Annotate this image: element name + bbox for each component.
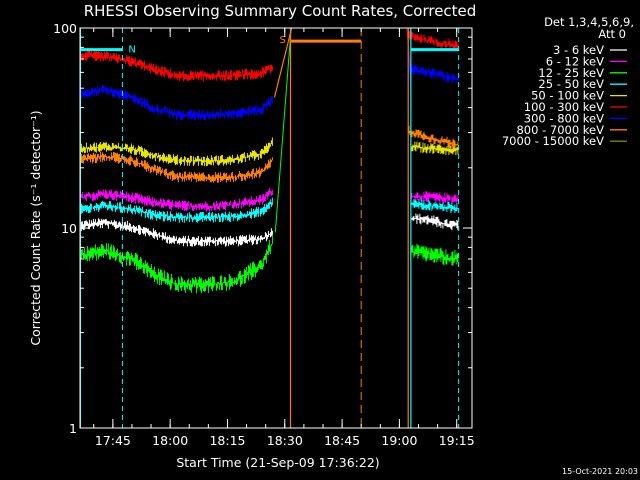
y-tick-label-2: 10 [61,221,77,236]
series-6-trace-b [408,30,459,51]
x-tick-label-4: 18:30 [267,433,303,448]
x-tick-label-2: 18:00 [152,433,188,448]
saa-label: S [280,35,286,46]
series-7-trace-b [408,63,459,83]
x-tick-label-1: 17:45 [95,433,131,448]
legend-label-3: 12 - 25 keV [538,66,604,80]
x-tick-label-6: 19:00 [381,433,417,448]
spike-orange [273,27,293,98]
y-axis: 1 10 100 [53,21,472,436]
x-axis: 17:45 18:00 18:15 18:30 18:45 19:00 19:15 [93,28,475,448]
spike-green [274,27,292,233]
chart-title: RHESSI Observing Summary Count Rates, Co… [84,2,477,20]
x-tick-label-7: 19:15 [439,433,475,448]
y-tick-label-3: 100 [53,21,77,36]
series-8-trace-b [408,125,459,149]
legend-label-4: 25 - 50 keV [538,77,604,91]
x-axis-label: Start Time (21-Sep-09 17:36:22) [176,455,379,470]
y-axis-label: Corrected Count Rate (s⁻¹ detector⁻¹) [28,110,43,345]
legend-label-5: 50 - 100 keV [531,89,604,103]
x-tick-label-3: 18:15 [209,433,245,448]
legend-header-1: Det 1,3,4,5,6,9, [544,15,634,29]
x-tick-label-5: 18:45 [324,433,360,448]
legend-label-6: 100 - 300 keV [524,100,604,114]
legend-label-7: 300 - 800 keV [524,111,604,125]
timestamp: 15-Oct-2021 20:03 [562,467,638,476]
legend-label-1: 3 - 6 keV [553,43,604,57]
legend-label-2: 6 - 12 keV [546,54,604,68]
night-label: N [128,45,135,56]
plot-area: NS [79,27,460,428]
legend-label-8: 800 - 7000 keV [516,123,604,137]
y-tick-label-1: 1 [69,421,77,436]
legend-label-9: 7000 - 15000 keV [502,134,604,148]
legend-header-2: Att 0 [598,27,626,41]
